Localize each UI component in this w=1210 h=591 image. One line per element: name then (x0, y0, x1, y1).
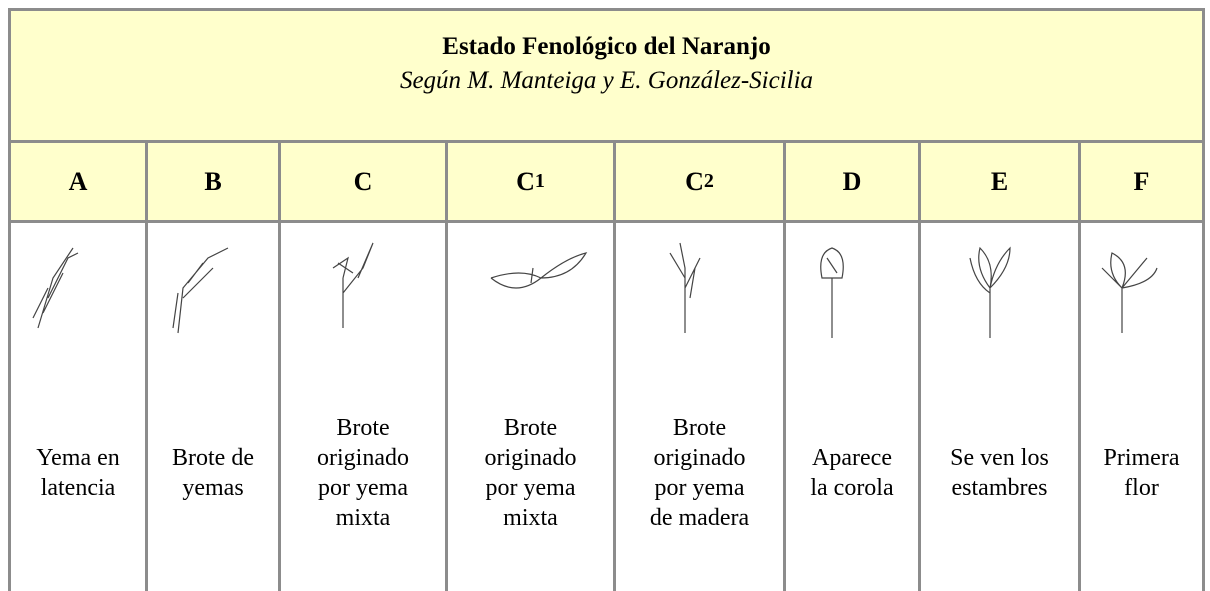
stage-sketch (820, 247, 844, 338)
description-line: yemas (182, 475, 244, 501)
stage-subscript: 2 (703, 170, 714, 192)
column-header: C (278, 143, 445, 223)
column-header: E (918, 143, 1078, 223)
description-line: latencia (40, 475, 116, 501)
description-line: de madera (649, 505, 750, 531)
title: Estado Fenológico del Naranjo (442, 33, 771, 60)
stage-sketch (32, 247, 79, 329)
stage-letter: D (842, 166, 862, 196)
stage-description: Se ven los estambres (921, 388, 1078, 558)
column-header: F (1078, 143, 1202, 223)
sketch-line (490, 252, 587, 289)
description-line: Se ven los (950, 445, 1049, 471)
stage-letter: E (990, 166, 1009, 196)
description-line: la corola (810, 475, 894, 501)
description-line: Primera (1103, 445, 1180, 471)
stage-description: Brote originado por yema de madera (616, 388, 783, 558)
stage-letter: B (204, 166, 222, 196)
sketch-line (668, 242, 701, 333)
column-body: Primera flor (1078, 223, 1202, 591)
column-header: B (145, 143, 278, 223)
stage-letter: A (68, 166, 88, 196)
description-line: mixta (335, 505, 391, 531)
stage-description: Aparece la corola (786, 388, 918, 558)
stage-letter: C (516, 166, 535, 196)
column-body: Aparece la corola (783, 223, 918, 591)
description-line: originado (484, 445, 577, 471)
description-line: originado (317, 445, 409, 471)
subtitle: Según M. Manteiga y E. González-Sicilia (399, 67, 814, 94)
sketch-line (172, 247, 229, 334)
stage-letter: F (1133, 166, 1150, 196)
description-line: Aparece (812, 445, 892, 471)
description-line: por yema (318, 475, 408, 501)
sketch-line (1101, 252, 1158, 333)
description-line: flor (1124, 475, 1159, 501)
sketch-line (820, 247, 844, 338)
column-body: Brote originado por yema mixta (445, 223, 613, 591)
stage-sketch (490, 252, 587, 289)
sketch-line (32, 247, 79, 329)
sketch-line (968, 246, 1011, 338)
column-body: Se ven los estambres (918, 223, 1078, 591)
table-border (1202, 143, 1205, 591)
stage-subscript: 1 (534, 170, 545, 192)
stage-description: Brote de yemas (148, 388, 278, 558)
stage-sketch (1101, 252, 1158, 333)
column-header: D (783, 143, 918, 223)
column-body: Brote originado por yema mixta (278, 223, 445, 591)
stage-description: Primera flor (1081, 388, 1202, 558)
description-line: Brote (672, 415, 727, 441)
description-line: Brote (336, 415, 390, 441)
stage-description: Yema en latencia (11, 388, 145, 558)
column-header: A (8, 143, 145, 223)
description-line: Brote (503, 415, 558, 441)
stage-sketch (332, 242, 374, 328)
stage-description: Brote originado por yema mixta (448, 388, 613, 558)
description-line: Yema en (36, 445, 120, 471)
description-line: por yema (485, 475, 576, 501)
column-body: Brote originado por yema de madera (613, 223, 783, 591)
column-body: Yema en latencia (8, 223, 145, 591)
sketch-line (332, 242, 374, 328)
description-line: por yema (654, 475, 745, 501)
title-cell: Estado Fenológico del Naranjo Según M. M… (8, 8, 1205, 143)
stage-sketch (172, 247, 229, 334)
description-line: estambres (951, 475, 1048, 501)
description-line: Brote de (172, 445, 254, 471)
stage-letter: C (353, 166, 373, 196)
stage-sketch (668, 242, 701, 333)
description-line: mixta (503, 505, 558, 531)
stage-sketch (968, 246, 1011, 338)
description-line: originado (653, 445, 746, 471)
stage-description: Brote originado por yema mixta (281, 388, 445, 558)
stage-letter: C (685, 166, 704, 196)
column-body: Brote de yemas (145, 223, 278, 591)
